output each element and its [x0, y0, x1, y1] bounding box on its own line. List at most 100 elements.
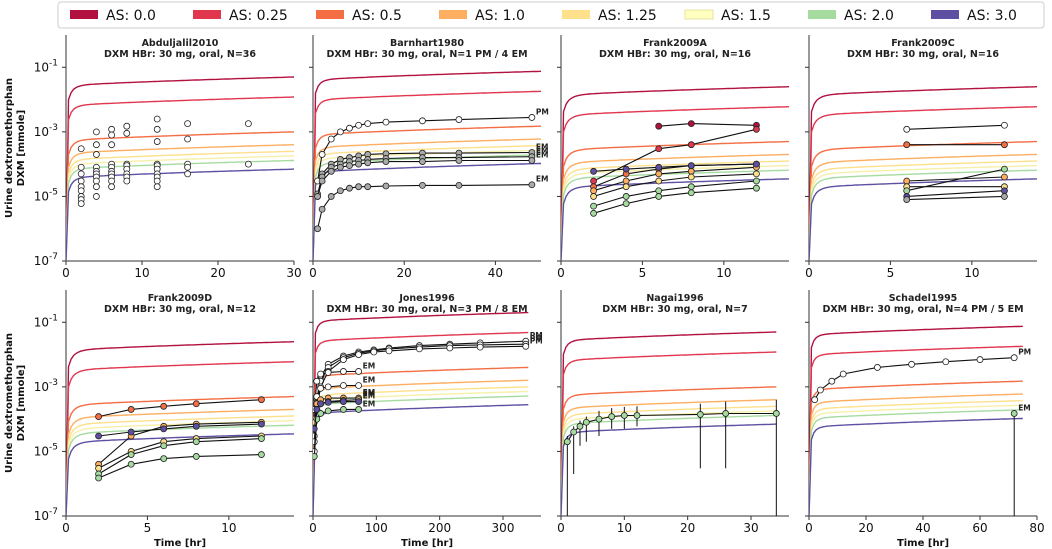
panel-title: Frank2009C [891, 38, 954, 49]
observed-data [563, 399, 780, 516]
data-point [370, 348, 378, 356]
model-curve [809, 380, 1023, 516]
data-point [160, 425, 168, 433]
model-curves [66, 341, 294, 516]
data-point [753, 170, 760, 178]
data-point [123, 122, 131, 130]
legend-label: AS: 1.0 [475, 8, 525, 24]
data-point [339, 356, 347, 363]
point-annotation: EM [363, 390, 376, 399]
data-point [153, 125, 161, 133]
point-annotation: EM [1018, 403, 1031, 412]
data-point [318, 151, 326, 158]
data-point [622, 183, 630, 191]
legend-label: AS: 1.25 [598, 8, 657, 24]
x-axis-label: Time [hr] [401, 538, 453, 549]
y-tick-label: 10-1 [34, 313, 58, 329]
model-curve [66, 155, 294, 261]
data-point [318, 177, 326, 185]
data-point [93, 128, 100, 136]
data-point [258, 435, 265, 442]
y-axis-label-line2: DXM [mmole] [16, 110, 27, 187]
model-curve [66, 408, 294, 516]
data-point [339, 382, 347, 389]
legend-label: AS: 3.0 [967, 8, 1017, 24]
model-curve [809, 417, 1023, 516]
model-curve [561, 153, 789, 261]
data-point [93, 193, 100, 200]
point-annotation: EM [363, 376, 376, 385]
data-point [622, 193, 630, 200]
legend-swatch [808, 10, 836, 19]
data-point [595, 415, 603, 423]
data-line [906, 176, 1005, 182]
model-curve [561, 169, 789, 261]
data-point [382, 158, 390, 165]
data-point [655, 177, 663, 185]
x-tick-label: 200 [428, 521, 451, 535]
data-point [839, 370, 847, 378]
data-point [184, 135, 192, 143]
data-point [903, 125, 911, 133]
data-line [98, 454, 262, 479]
x-tick-label: 20 [210, 266, 225, 280]
data-point [655, 193, 663, 200]
data-point [1001, 121, 1008, 129]
model-curve [561, 178, 789, 261]
data-point [108, 141, 115, 149]
data-point [355, 351, 363, 358]
data-point [590, 209, 597, 217]
data-point [153, 183, 161, 191]
data-point [753, 160, 760, 168]
data-point [1001, 165, 1008, 173]
data-point [753, 184, 760, 192]
data-point [455, 157, 463, 164]
data-point [313, 453, 318, 460]
model-curve [561, 106, 789, 261]
model-curve [809, 106, 1037, 261]
data-point [160, 455, 168, 462]
data-point [258, 420, 265, 428]
model-curve [66, 150, 294, 261]
data-point [528, 114, 536, 121]
data-point [903, 177, 911, 185]
data-point [317, 410, 325, 417]
legend-swatch [193, 10, 221, 19]
model-curve [561, 160, 789, 261]
y-axis-label-line1: Urine dextromethorphan [4, 78, 15, 218]
x-tick-label: 10 [716, 266, 731, 280]
x-tick-label: 10 [134, 266, 149, 280]
model-curve [809, 169, 1037, 261]
model-curve [561, 140, 789, 261]
panel-title: Abduljalil2010 [142, 38, 219, 49]
x-tick-label: 0 [62, 521, 70, 535]
model-curve [313, 125, 541, 261]
model-curve [313, 162, 541, 261]
model-curve [313, 404, 529, 516]
model-curve [809, 393, 1023, 516]
point-annotation: EM [363, 399, 376, 408]
model-curve [313, 90, 541, 261]
point-annotation: EM [363, 392, 376, 401]
point-annotation: EM [536, 150, 549, 159]
model-curve [66, 415, 294, 516]
observed-data [313, 337, 530, 460]
point-annotation: EM [536, 147, 549, 156]
data-point [908, 360, 915, 368]
data-point [622, 165, 630, 173]
data-point [563, 438, 571, 446]
data-point [318, 205, 326, 213]
data-point [419, 117, 426, 125]
data-point [93, 177, 100, 185]
data-point [419, 158, 426, 165]
data-point [687, 162, 695, 170]
data-point [828, 377, 836, 385]
model-curve [561, 423, 777, 516]
panel-title: Frank2009D [148, 293, 212, 304]
model-curve [809, 153, 1037, 261]
data-point [590, 187, 597, 195]
